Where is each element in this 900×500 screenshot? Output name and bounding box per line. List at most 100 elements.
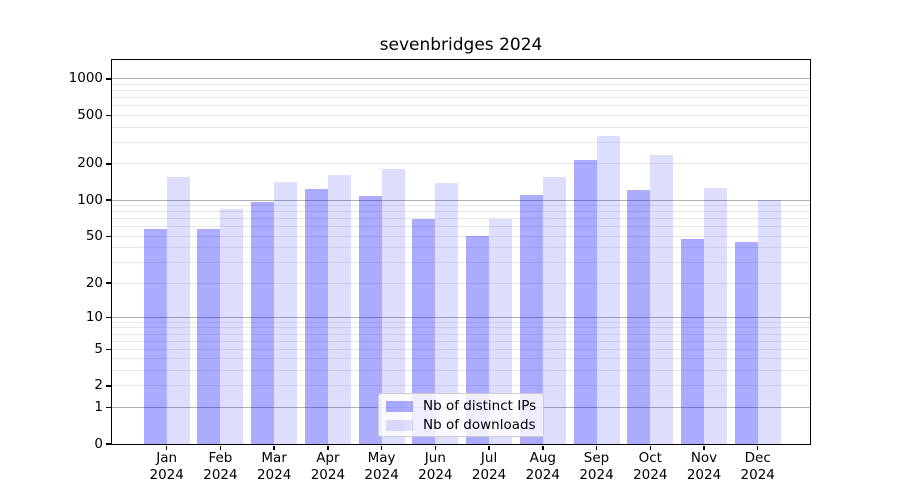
legend: Nb of distinct IPs Nb of downloads	[378, 393, 544, 437]
y-tick-mark-500	[106, 114, 111, 117]
bar-downloads-jan	[166, 176, 190, 444]
gridline-y-200	[112, 163, 810, 165]
bar-downloads-nov	[704, 188, 727, 444]
legend-swatch-distinct-ips	[386, 401, 413, 412]
bar-distinct-ips-jun	[412, 218, 436, 444]
x-tick-year: 2024	[686, 467, 722, 483]
y-tick-mark-10	[106, 316, 111, 319]
legend-item-distinct-ips: Nb of distinct IPs	[379, 397, 543, 416]
bar-distinct-ips-dec	[734, 241, 758, 444]
y-tick-mark-5	[106, 348, 111, 351]
bar-distinct-ips-oct	[627, 190, 651, 444]
x-tick-month: Aug	[529, 450, 556, 466]
gridline-y-9	[112, 321, 810, 323]
bar-downloads-sep	[596, 135, 620, 444]
x-tick-label-dec: Dec 2024	[728, 450, 788, 484]
bar-downloads-aug	[542, 176, 566, 444]
x-tick-mark-jan	[165, 445, 168, 450]
legend-swatch-downloads	[386, 420, 413, 431]
x-tick-month: May	[367, 450, 396, 466]
bar-distinct-ips-aug	[519, 195, 543, 444]
bar-downloads-jun	[435, 183, 459, 444]
gridline-y-30	[112, 262, 810, 264]
bar-distinct-ips-feb	[197, 229, 221, 444]
bar-distinct-ips-jul	[466, 236, 490, 444]
gridline-y-4	[112, 358, 810, 360]
gridline-y-20	[112, 282, 810, 284]
y-tick-label-200: 200	[77, 155, 103, 172]
bar-downloads-mar	[274, 181, 298, 444]
y-tick-label-1000: 1000	[68, 70, 103, 87]
x-tick-year: 2024	[149, 467, 184, 483]
gridline-y-100	[112, 199, 810, 201]
legend-label-downloads: Nb of downloads	[423, 417, 536, 433]
gridline-y-70	[112, 218, 810, 220]
x-tick-mark-may	[380, 445, 383, 450]
bar-distinct-ips-nov	[681, 239, 704, 444]
y-tick-mark-1	[106, 406, 111, 409]
x-tick-year: 2024	[310, 467, 346, 483]
gridline-y-90	[112, 205, 810, 207]
x-tick-month: Jan	[156, 450, 178, 466]
gridline-y-2	[112, 385, 810, 387]
gridline-y-300	[112, 141, 810, 143]
gridline-y-40	[112, 247, 810, 249]
x-tick-mark-dec	[756, 445, 759, 450]
gridline-y-5	[112, 348, 810, 350]
y-tick-label-500: 500	[77, 107, 103, 124]
y-tick-label-50: 50	[85, 227, 103, 244]
gridline-y-7	[112, 333, 810, 335]
x-tick-mark-aug	[542, 445, 544, 450]
x-tick-year: 2024	[256, 467, 292, 483]
bar-downloads-may	[381, 168, 405, 444]
y-tick-mark-0	[106, 443, 111, 445]
x-tick-month: Dec	[744, 450, 771, 466]
x-tick-mark-nov	[703, 445, 705, 450]
legend-item-downloads: Nb of downloads	[379, 416, 543, 435]
bar-downloads-apr	[327, 174, 351, 444]
y-tick-label-10: 10	[85, 308, 103, 325]
x-tick-mark-jul	[488, 445, 490, 450]
x-tick-year: 2024	[364, 467, 399, 483]
gridline-y-50	[112, 235, 810, 237]
x-tick-label-jun: Jun 2024	[405, 450, 465, 484]
x-tick-label-mar: Mar 2024	[244, 450, 304, 484]
x-tick-mark-sep	[595, 445, 598, 450]
x-tick-month: Mar	[261, 450, 287, 466]
gridline-y-600	[112, 105, 810, 107]
gridline-y-400	[112, 126, 810, 128]
x-tick-month: Oct	[638, 450, 662, 466]
x-tick-year: 2024	[203, 467, 238, 483]
y-tick-mark-1000	[106, 78, 111, 80]
x-tick-label-jul: Jul 2024	[459, 450, 519, 484]
gridline-y-500	[112, 115, 810, 117]
x-tick-label-aug: Aug 2024	[513, 450, 573, 484]
bar-downloads-oct	[650, 154, 674, 444]
y-tick-mark-20	[106, 282, 111, 284]
x-tick-mark-feb	[219, 445, 222, 450]
y-tick-mark-200	[106, 163, 111, 165]
y-tick-mark-50	[106, 235, 111, 238]
gridline-y-8	[112, 327, 810, 329]
bar-distinct-ips-may	[358, 196, 382, 444]
chart-title: sevenbridges 2024	[379, 35, 543, 55]
x-tick-year: 2024	[471, 467, 507, 483]
x-tick-year: 2024	[525, 467, 560, 483]
x-tick-label-sep: Sep 2024	[567, 450, 627, 484]
x-tick-month: Jul	[480, 450, 498, 466]
bar-distinct-ips-jan	[143, 229, 167, 444]
bar-distinct-ips-apr	[304, 189, 328, 444]
legend-label-distinct-ips: Nb of distinct IPs	[423, 398, 537, 414]
gridline-y-800	[112, 90, 810, 92]
x-tick-label-oct: Oct 2024	[620, 450, 680, 484]
y-tick-label-2: 2	[94, 377, 103, 394]
x-tick-label-feb: Feb 2024	[190, 450, 250, 484]
gridline-y-80	[112, 211, 810, 213]
x-tick-month: Jun	[424, 450, 446, 466]
x-tick-month: Feb	[208, 450, 233, 466]
x-tick-mark-mar	[273, 445, 275, 450]
gridline-y-3	[112, 370, 810, 372]
y-tick-label-100: 100	[77, 191, 103, 208]
y-tick-mark-2	[106, 385, 111, 387]
